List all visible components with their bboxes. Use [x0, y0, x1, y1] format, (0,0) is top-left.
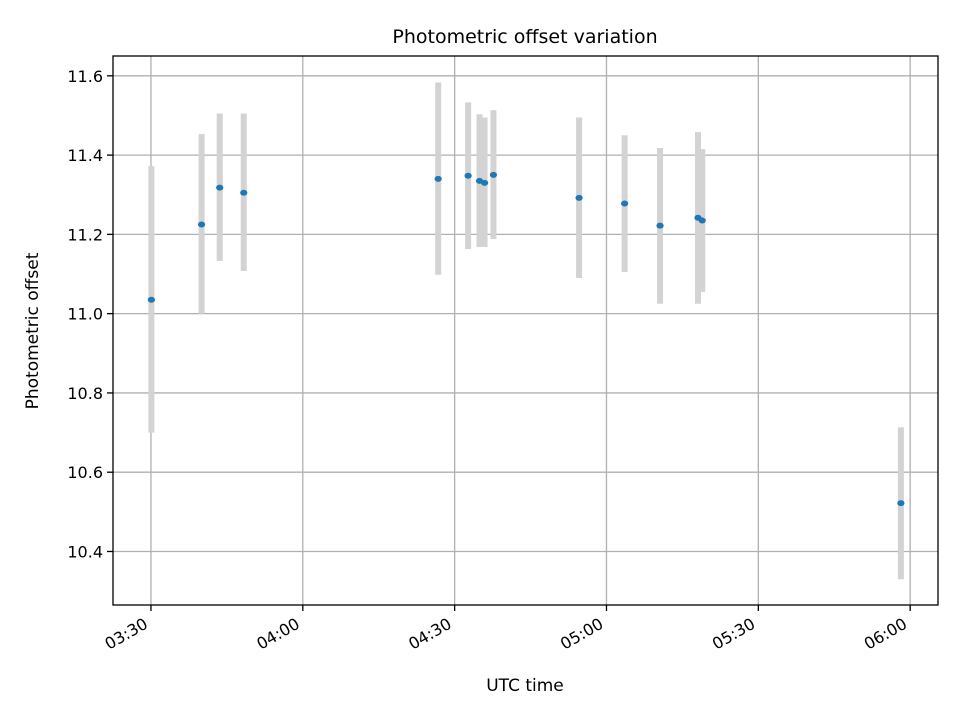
y-tick-label: 11.2	[67, 225, 103, 244]
y-tick-label: 10.6	[67, 463, 103, 482]
data-point	[575, 194, 583, 201]
data-point	[897, 500, 905, 507]
x-axis-label: UTC time	[486, 676, 564, 696]
data-point	[240, 189, 248, 196]
plot-frame	[112, 55, 939, 606]
y-tick-label: 11.0	[67, 305, 103, 324]
grid-lines	[113, 56, 938, 605]
data-point	[434, 175, 442, 182]
data-point	[480, 179, 489, 186]
data-point	[621, 200, 629, 207]
data-point	[698, 217, 706, 224]
data-point	[197, 221, 206, 228]
y-tick-label: 11.6	[67, 67, 103, 86]
y-tick-label: 10.4	[67, 542, 103, 561]
data-point	[147, 296, 155, 303]
y-tick-label: 11.4	[67, 146, 103, 165]
data-point	[216, 184, 224, 191]
y-tick-label: 10.8	[67, 384, 103, 403]
data-point	[489, 171, 498, 178]
data-points	[147, 171, 905, 507]
y-axis-ticks: 10.4 10.6 10.8 11.0 11.2 11.4 11.6	[67, 67, 113, 561]
data-point	[464, 172, 472, 179]
chart-title: Photometric offset variation	[392, 26, 657, 48]
y-axis-label: Photometric offset	[23, 252, 43, 409]
data-point	[656, 222, 664, 229]
